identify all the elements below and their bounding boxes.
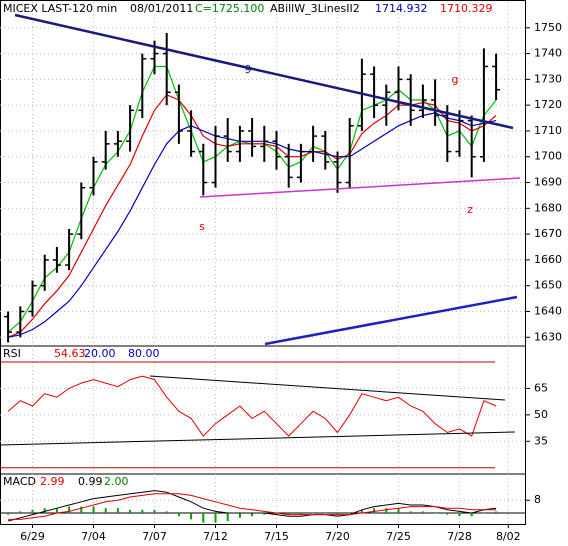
header-value: 0.99	[78, 475, 103, 488]
x-tick-label: 7/15	[264, 530, 289, 543]
histogram-bar	[202, 513, 205, 523]
x-tick-label: 7/28	[447, 530, 472, 543]
header-value: 08/01/2011	[130, 2, 193, 15]
histogram-bar	[177, 513, 180, 517]
histogram-bar	[299, 513, 302, 515]
histogram-bar	[336, 513, 339, 515]
y-tick-label: 8	[534, 493, 541, 506]
histogram-bar	[385, 508, 388, 513]
histogram-bar	[373, 508, 376, 513]
panel-title: MACD	[3, 475, 36, 488]
y-tick-label: 1660	[534, 253, 562, 266]
histogram-bar	[251, 513, 254, 517]
y-tick-label: 1630	[534, 330, 562, 343]
histogram-bar	[495, 511, 498, 513]
histogram-bar	[165, 511, 168, 513]
x-tick-label: 7/12	[203, 530, 228, 543]
histogram-bar	[153, 509, 156, 513]
series-line	[7, 490, 497, 522]
histogram-bar	[482, 513, 485, 514]
histogram-bar	[92, 506, 95, 513]
y-tick-label: 1750	[534, 21, 562, 34]
histogram-bar	[263, 513, 266, 515]
y-tick-label: 1690	[534, 176, 562, 189]
histogram-bar	[80, 506, 83, 513]
level-label: 80.00	[128, 347, 160, 360]
plot-layer	[0, 2, 525, 524]
series-line	[8, 493, 497, 520]
trendline	[14, 13, 514, 130]
histogram-bar	[348, 513, 351, 514]
header-value: C=1725.100	[195, 2, 264, 15]
y-tick-label: 1710	[534, 124, 562, 137]
x-tick-label: 8/02	[496, 530, 521, 543]
trendline	[149, 375, 506, 401]
panel-title: MICEX LAST-120 min	[3, 2, 117, 15]
trendline	[0, 431, 516, 446]
histogram-bar	[104, 508, 107, 513]
histogram-bar	[214, 513, 217, 523]
trendline	[199, 177, 521, 198]
level-label: 20.00	[84, 347, 116, 360]
histogram-bar	[360, 509, 363, 513]
annotation: 9	[245, 63, 252, 76]
histogram-bar	[190, 513, 193, 520]
y-tick-label: 1730	[534, 72, 562, 85]
annotation: g	[452, 73, 459, 86]
y-tick-label: 35	[534, 434, 548, 447]
x-tick-label: 7/07	[142, 530, 167, 543]
x-tick-label: 7/04	[81, 530, 106, 543]
plot-border	[0, 0, 526, 525]
histogram-bar	[55, 508, 58, 513]
histogram-bar	[458, 513, 461, 517]
x-tick-label: 6/29	[20, 530, 45, 543]
y-tick-label: 65	[534, 381, 548, 394]
x-tick-label: 7/20	[325, 530, 350, 543]
histogram-bar	[129, 509, 132, 513]
histogram-bar	[43, 508, 46, 513]
header-value: 1710.329	[440, 2, 493, 15]
y-tick-label: 1640	[534, 304, 562, 317]
panel-title: RSI	[3, 347, 21, 360]
header-value: 54.63	[54, 347, 86, 360]
header-value: ABillW_3LinesII2	[270, 2, 360, 15]
y-tick-label: 1680	[534, 201, 562, 214]
histogram-bar	[19, 511, 22, 513]
histogram-bar	[141, 509, 144, 513]
histogram-bar	[31, 509, 34, 513]
x-tick-label: 7/25	[386, 530, 411, 543]
series-line	[7, 375, 497, 437]
y-tick-label: 50	[534, 408, 548, 421]
histogram-bar	[470, 513, 473, 517]
header-value: 2.00	[104, 475, 129, 488]
annotation: z	[467, 203, 473, 216]
histogram-bar	[421, 511, 424, 513]
histogram-bar	[446, 513, 449, 515]
header-value: 2.99	[40, 475, 65, 488]
histogram-bar	[275, 513, 278, 515]
histogram-bar	[434, 513, 437, 514]
histogram-bar	[7, 513, 10, 515]
histogram-bar	[397, 508, 400, 513]
histogram-bar	[312, 513, 315, 514]
y-tick-label: 1720	[534, 98, 562, 111]
header-value: 1714.932	[375, 2, 428, 15]
y-tick-label: 1670	[534, 227, 562, 240]
histogram-bar	[226, 513, 229, 521]
histogram-bar	[409, 511, 412, 513]
histogram-bar	[68, 506, 71, 513]
histogram-bar	[116, 508, 119, 513]
y-tick-label: 1740	[534, 47, 562, 60]
y-tick-label: 1700	[534, 150, 562, 163]
annotation: s	[199, 220, 205, 233]
histogram-bar	[238, 513, 241, 518]
trendline	[264, 295, 518, 346]
histogram-bar	[287, 513, 290, 515]
y-tick-label: 1650	[534, 279, 562, 292]
histogram-bar	[324, 513, 327, 514]
